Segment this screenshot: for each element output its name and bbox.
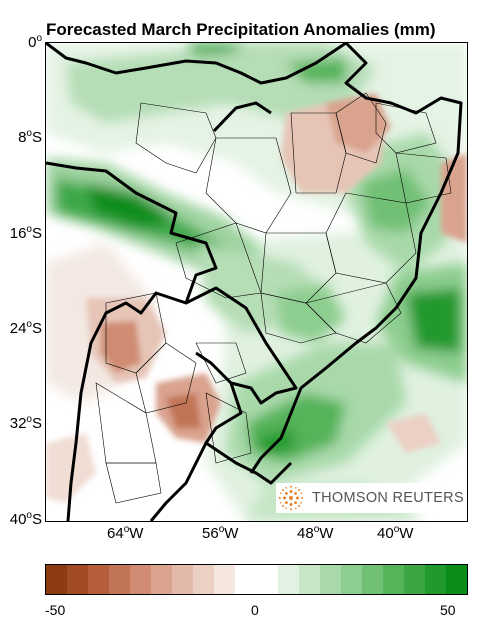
colorbar-swatch: [235, 565, 257, 594]
colorbar-swatch: [151, 565, 173, 594]
thomson-reuters-dot-sphere-icon: [278, 485, 304, 511]
lat-label-0: 0o: [28, 33, 42, 51]
colorbar-mid-label: 0: [251, 602, 259, 618]
colorbar-swatch: [424, 565, 446, 594]
precipitation-anomaly-map: [45, 42, 468, 522]
thomson-reuters-logo: THOMSON REUTERS: [276, 483, 464, 513]
colorbar-swatch: [172, 565, 194, 594]
lon-label-48w: 48oW: [297, 524, 334, 542]
state-borders: [95, 92, 452, 504]
lon-label-64w: 64oW: [107, 524, 144, 542]
colorbar-swatch: [340, 565, 362, 594]
country-borders: [46, 43, 463, 521]
colorbar-swatch: [256, 565, 278, 594]
map-title: Forecasted March Precipitation Anomalies…: [46, 20, 436, 39]
colorbar-swatch: [46, 565, 68, 594]
colorbar-swatch: [277, 565, 299, 594]
logo-text: THOMSON REUTERS: [312, 490, 464, 506]
colorbar-swatch: [445, 565, 467, 594]
lat-label-8s: 8oS: [18, 128, 42, 146]
colorbar-swatch: [109, 565, 131, 594]
map-canvas: [46, 43, 467, 521]
colorbar-swatch: [403, 565, 425, 594]
lon-label-56w: 56oW: [202, 524, 239, 542]
colorbar-swatch: [193, 565, 215, 594]
colorbar-swatch: [130, 565, 152, 594]
colorbar-swatch: [298, 565, 320, 594]
lat-label-24s: 24oS: [9, 319, 42, 337]
colorbar-min-label: -50: [45, 602, 66, 618]
colorbar-swatch: [88, 565, 110, 594]
colorbar: [45, 564, 468, 595]
colorbar-swatch: [361, 565, 383, 594]
lon-label-40w: 40oW: [377, 524, 414, 542]
colorbar-swatch: [319, 565, 341, 594]
lat-label-40s: 40oS: [9, 510, 42, 528]
colorbar-swatch: [382, 565, 404, 594]
colorbar-swatch: [67, 565, 89, 594]
colorbar-swatch: [214, 565, 236, 594]
colorbar-max-label: 50: [440, 602, 456, 618]
lat-label-32s: 32oS: [9, 414, 42, 432]
lat-label-16s: 16oS: [9, 224, 42, 242]
